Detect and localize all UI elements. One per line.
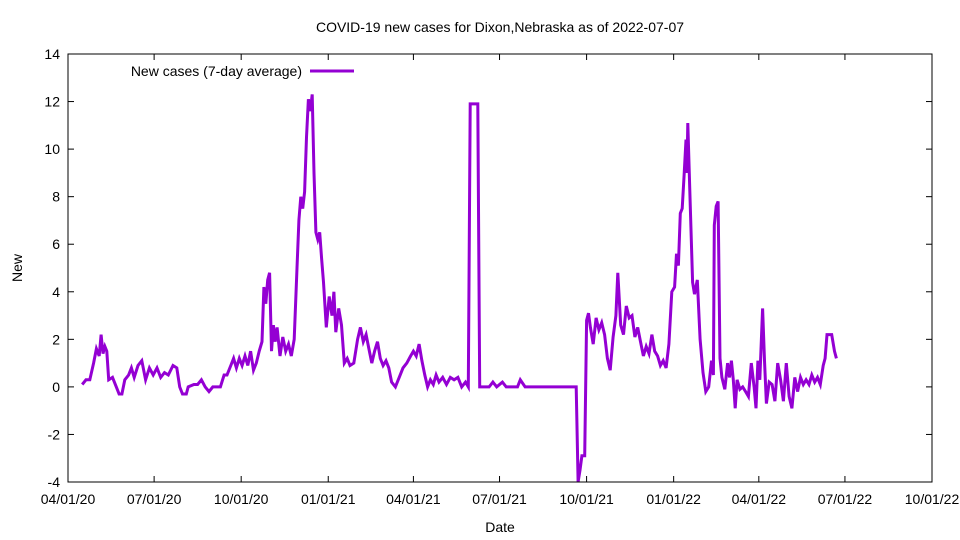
legend: New cases (7-day average) (131, 63, 354, 79)
y-tick-label: 12 (44, 94, 60, 110)
y-tick-label: 6 (52, 236, 60, 252)
x-tick-label: 04/01/22 (732, 491, 787, 507)
x-tick-label: 04/01/20 (41, 491, 96, 507)
x-tick-label: 01/01/22 (646, 491, 701, 507)
y-tick-label: -4 (48, 474, 61, 490)
y-tick-label: 10 (44, 141, 60, 157)
x-tick-label: 04/01/21 (386, 491, 441, 507)
x-tick-label: 01/01/21 (301, 491, 356, 507)
x-tick-label: 10/01/21 (559, 491, 614, 507)
y-tick-label: 2 (52, 331, 60, 347)
chart-title: COVID-19 new cases for Dixon,Nebraska as… (316, 19, 684, 35)
x-tick-label: 07/01/22 (818, 491, 873, 507)
y-axis-label: New (9, 253, 25, 282)
x-tick-label: 07/01/21 (472, 491, 527, 507)
x-axis-label: Date (485, 519, 515, 535)
y-tick-label: 14 (44, 46, 60, 62)
x-tick-label: 07/01/20 (127, 491, 182, 507)
y-tick-label: 8 (52, 189, 60, 205)
plot-frame (67, 53, 933, 483)
y-tick-label: 4 (52, 284, 60, 300)
series-line-new-cases (81, 94, 838, 483)
y-tick-label: -2 (48, 426, 61, 442)
y-axis-ticks: -4 -2 0 2 4 6 8 10 12 14 (44, 46, 932, 490)
x-axis-ticks: 04/01/20 07/01/20 10/01/20 01/01/21 04/01/21… (41, 54, 960, 507)
legend-label: New cases (7-day average) (131, 63, 302, 79)
x-tick-label: 10/01/22 (905, 491, 960, 507)
x-tick-label: 10/01/20 (214, 491, 269, 507)
y-tick-label: 0 (52, 379, 60, 395)
